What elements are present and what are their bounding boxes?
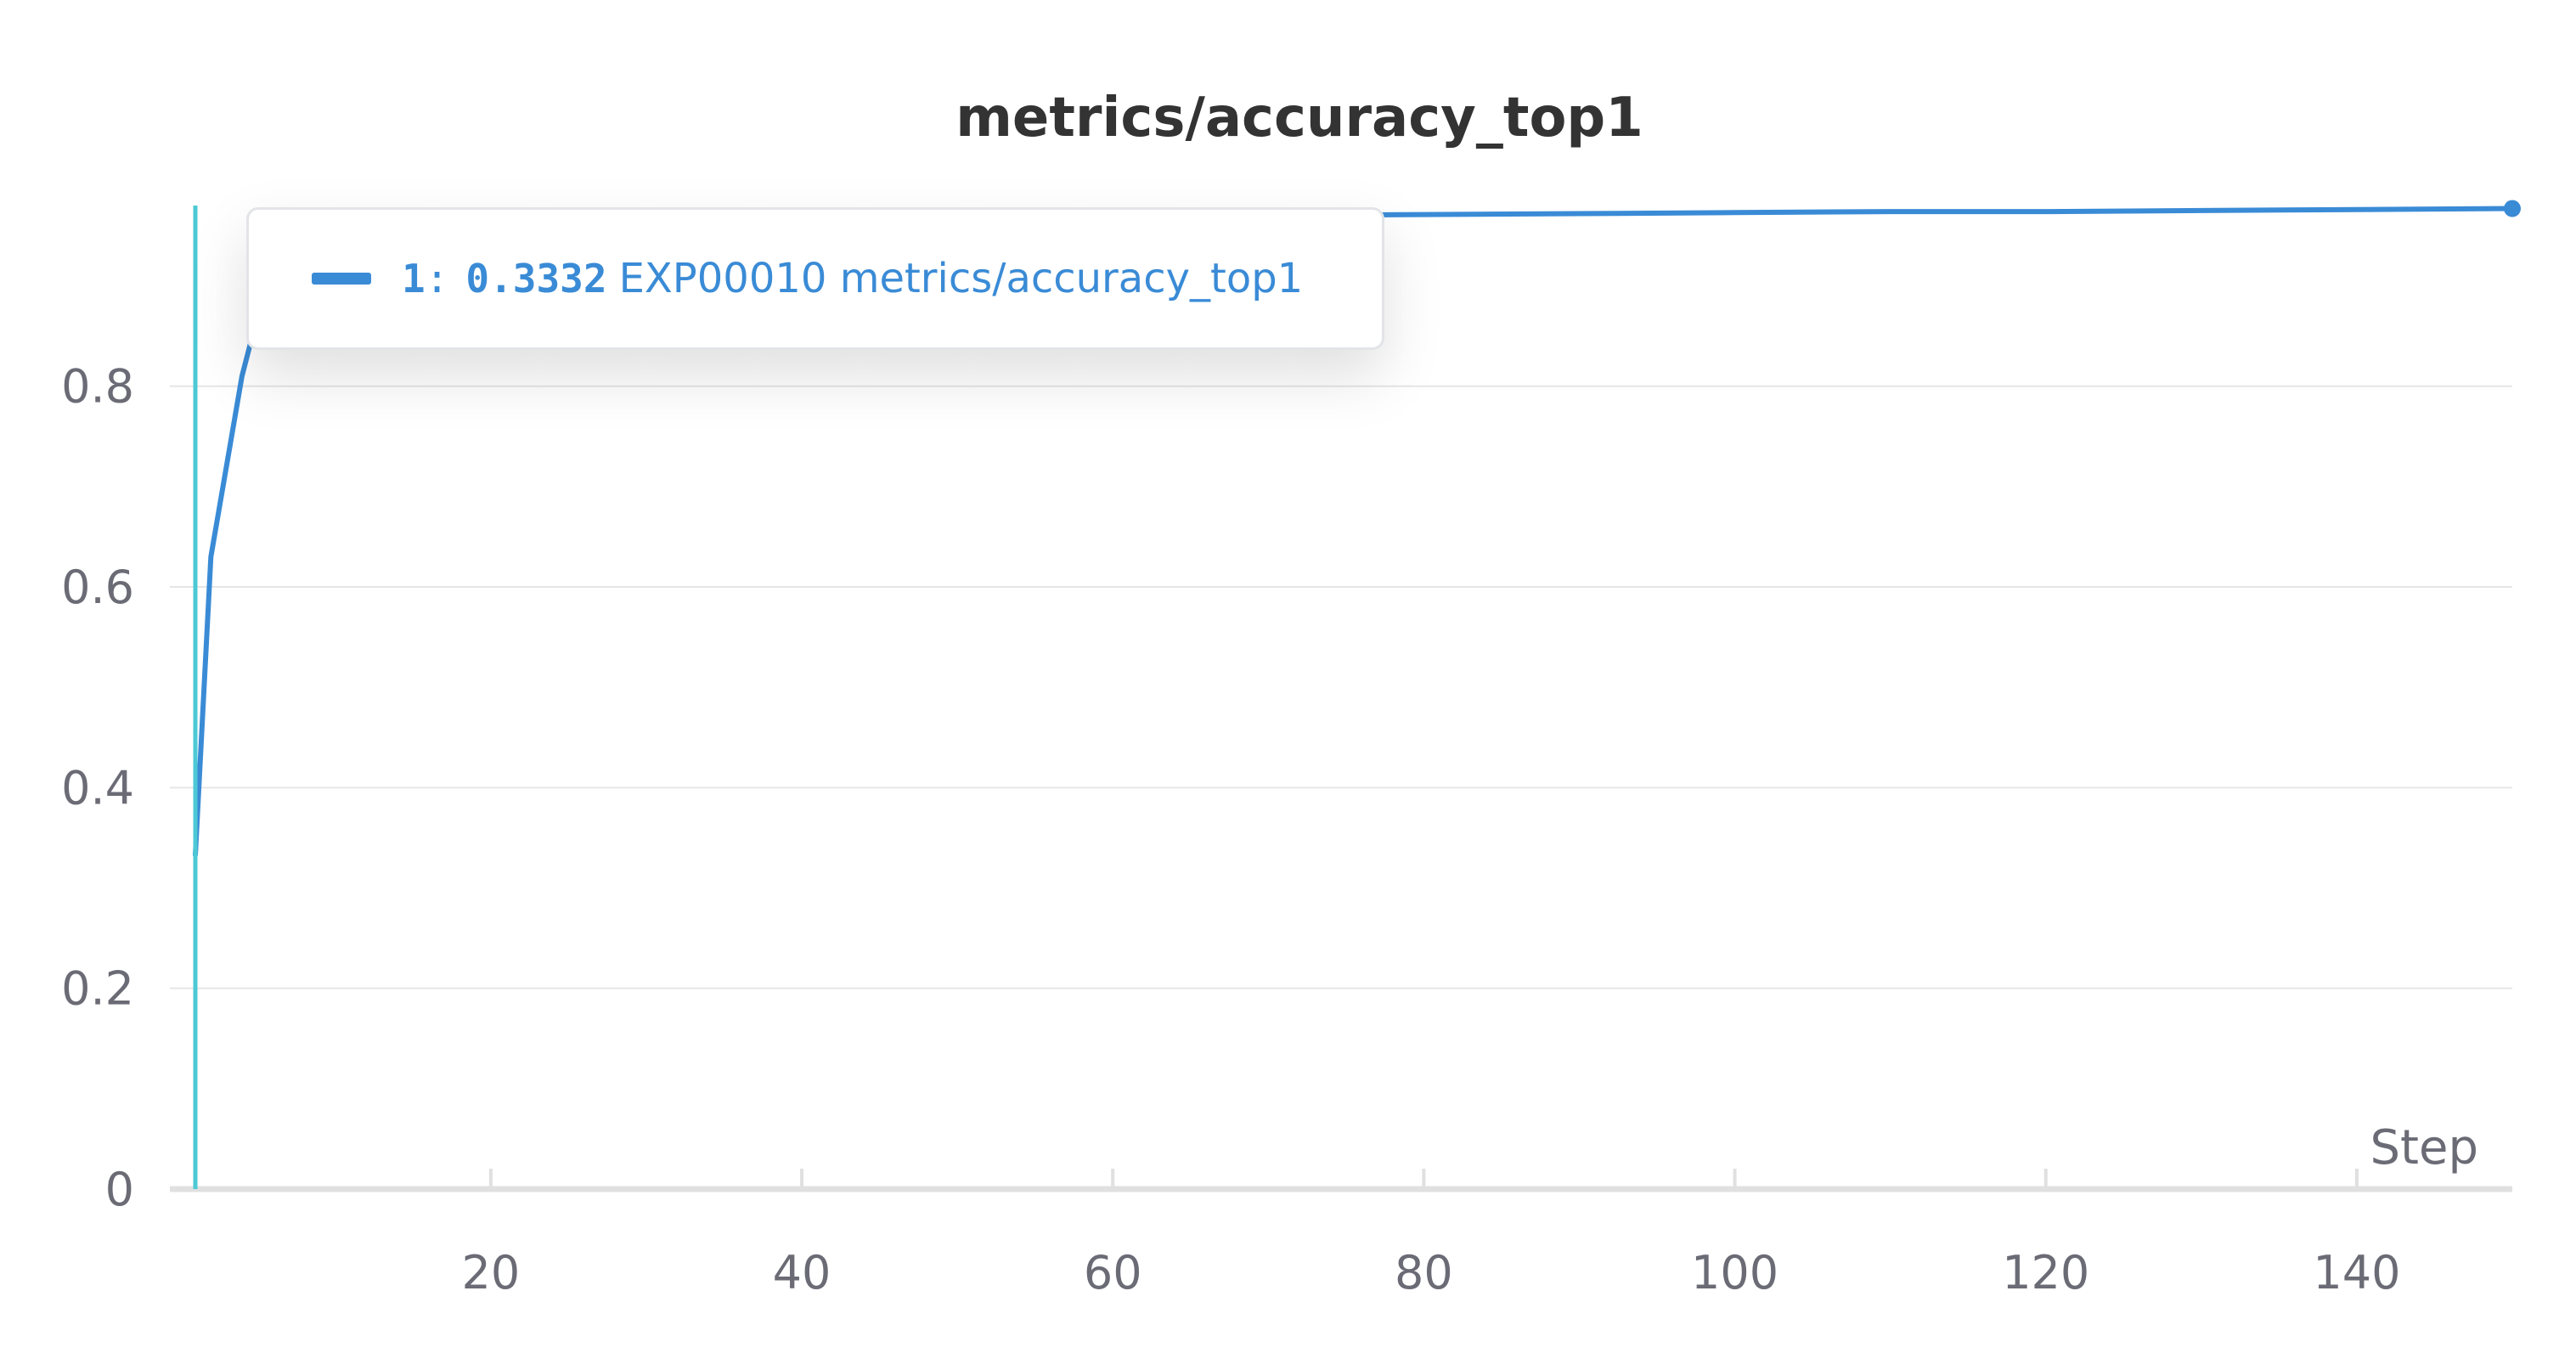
x-tick-label: 40 <box>773 1246 831 1299</box>
tooltip-series-name: EXP00010 metrics/accuracy_top1 <box>618 255 1304 302</box>
x-tick-label: 100 <box>1691 1246 1778 1299</box>
y-tick-label: 0 <box>105 1163 134 1216</box>
y-tick-label: 0.2 <box>61 962 134 1016</box>
x-tick-label: 20 <box>462 1246 521 1299</box>
x-tick-label: 120 <box>2002 1246 2089 1299</box>
y-tick-label: 0.8 <box>61 360 134 414</box>
x-axis-label: Step <box>2370 1120 2478 1175</box>
tooltip-value: 0.3332 <box>465 256 607 302</box>
x-tick-label: 80 <box>1395 1246 1453 1299</box>
x-tick-label: 140 <box>2313 1246 2400 1299</box>
grid-lines <box>170 385 2512 989</box>
series-end-point[interactable] <box>2504 200 2521 217</box>
chart-title: metrics/accuracy_top1 <box>955 87 1643 149</box>
hover-tooltip: 1 : 0.3332 EXP00010 metrics/accuracy_top… <box>246 207 1384 350</box>
y-tick-label: 0.6 <box>61 561 134 614</box>
tooltip-separator: : <box>425 256 449 302</box>
y-axis-ticks: 0 0.2 0.4 0.6 0.8 <box>61 360 134 1216</box>
x-tick-label: 60 <box>1084 1246 1142 1299</box>
y-tick-label: 0.4 <box>61 761 134 815</box>
tooltip-run-index: 1 <box>402 256 426 302</box>
x-axis-ticks: 20 40 60 80 100 120 140 <box>462 1169 2400 1299</box>
series-swatch <box>312 273 371 285</box>
